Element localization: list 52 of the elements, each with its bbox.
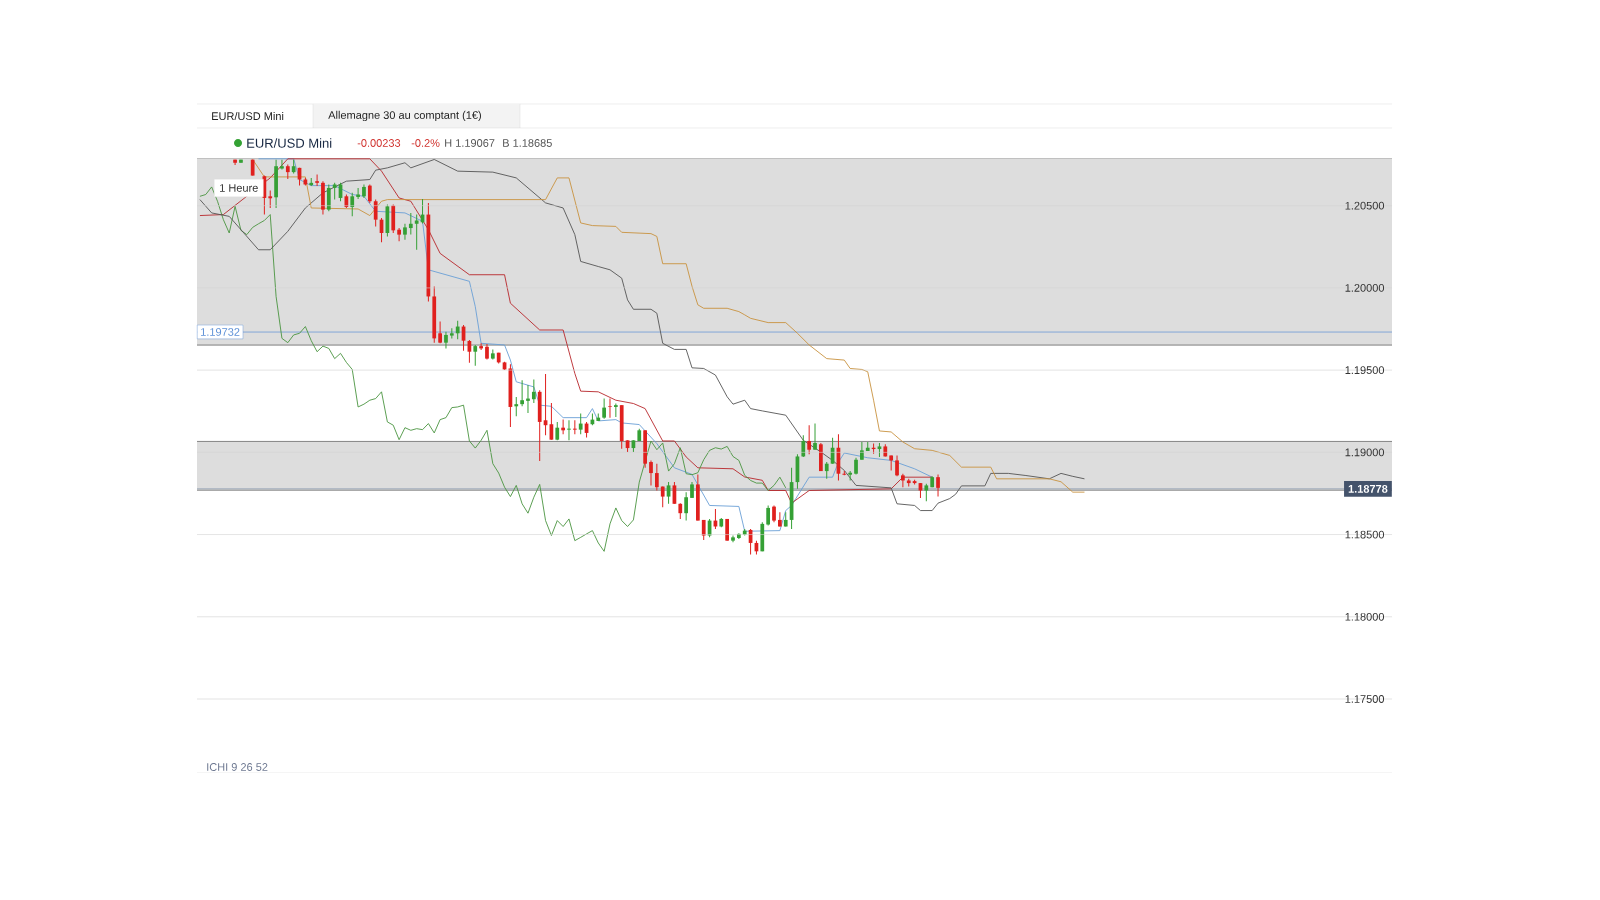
- candlestick: [895, 454, 899, 477]
- candlestick: [326, 183, 331, 212]
- y-tick-label: 1.19000: [1345, 448, 1385, 457]
- y-tick-label: 1.18500: [1345, 530, 1385, 539]
- candlestick: [567, 419, 571, 441]
- annotation: ICHI 9 26 52: [207, 763, 268, 771]
- candlestick: [403, 223, 407, 241]
- line-series: [199, 186, 787, 552]
- text: B 1.18685: [503, 139, 552, 147]
- candlestick: [520, 379, 524, 407]
- y-tick-label: 1.18000: [1345, 612, 1385, 621]
- candlestick: [315, 174, 319, 187]
- candlestick: [473, 344, 478, 367]
- annotation: 1 Heure: [220, 184, 258, 192]
- candlestick: [602, 398, 606, 420]
- y-tick-label: 1.20500: [1345, 201, 1385, 210]
- ref-line-label: 1.19732: [201, 328, 240, 336]
- text: -0.2%: [411, 139, 440, 147]
- candlestick: [801, 434, 806, 458]
- candlestick: [766, 504, 771, 527]
- candlestick: [514, 396, 519, 417]
- candlestick: [397, 227, 401, 242]
- text: H 1.19067: [445, 139, 495, 147]
- candlestick: [807, 424, 812, 455]
- candlestick: [578, 413, 583, 435]
- candlestick: [444, 331, 448, 349]
- candlestick: [572, 419, 577, 435]
- candlestick: [649, 459, 653, 486]
- candlestick: [367, 183, 372, 204]
- candlestick: [350, 192, 355, 217]
- text: EUR/USD Mini: [212, 111, 284, 121]
- candlestick: [654, 463, 659, 491]
- candlestick: [408, 212, 413, 236]
- candlestick: [901, 473, 905, 488]
- candlestick: [414, 214, 419, 251]
- candlestick: [608, 398, 612, 419]
- ref-line-label: 1.18778: [1348, 484, 1388, 493]
- chart-title: EUR/USD Mini: [247, 138, 332, 148]
- candlestick: [455, 320, 460, 340]
- candlestick: [936, 473, 940, 498]
- candlestick: [356, 187, 360, 200]
- candlestick: [813, 423, 817, 451]
- y-tick-label: 1.19500: [1345, 366, 1385, 375]
- candlestick: [373, 199, 378, 227]
- candlestick: [777, 511, 782, 527]
- text: Allemagne 30 au comptant (1€): [328, 110, 481, 122]
- y-tick-label: 1.20000: [1345, 284, 1385, 292]
- candlestick: [280, 159, 284, 170]
- text: -0.00233: [357, 139, 401, 147]
- candlestick: [684, 491, 689, 522]
- candlestick: [531, 378, 536, 404]
- y-tick-label: 1.17500: [1345, 695, 1385, 703]
